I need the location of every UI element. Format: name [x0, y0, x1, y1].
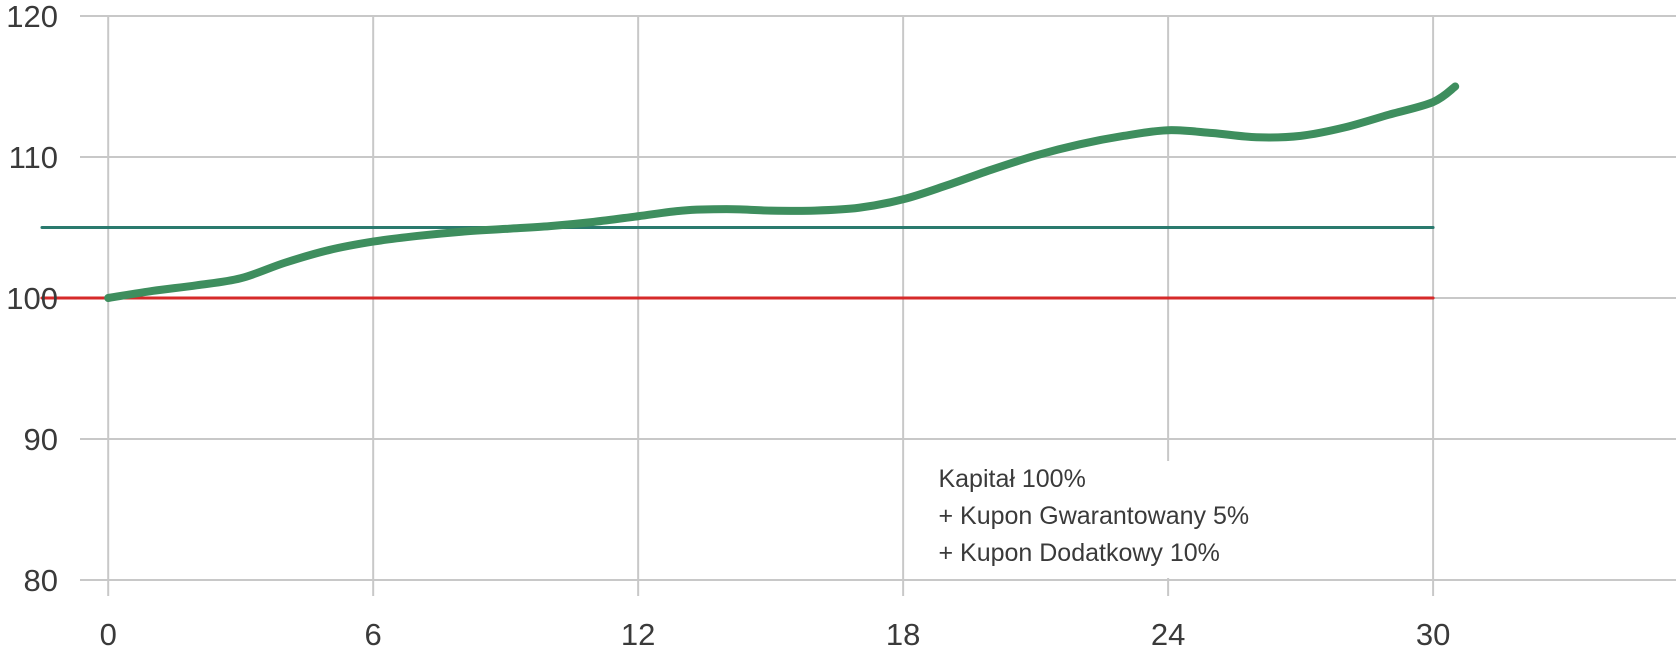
x-tick-label: 12	[621, 617, 655, 652]
x-tick-label: 18	[886, 617, 920, 652]
annotation-background	[924, 461, 1264, 578]
x-tick-label: 30	[1416, 617, 1450, 652]
annotation: Kapitał 100% + Kupon Gwarantowany 5% + Kup…	[924, 461, 1264, 578]
x-tick-label: 24	[1151, 617, 1185, 652]
annotation-line: + Kupon Gwarantowany 5%	[938, 502, 1249, 530]
x-axis: 0 6 12 18 24 30	[100, 617, 1451, 652]
series-group	[40, 82, 1460, 302]
y-tick-label: 80	[24, 563, 58, 598]
annotation-line: + Kupon Dodatkowy 10%	[938, 539, 1219, 567]
x-tick-label: 6	[365, 617, 382, 652]
annotation-line: Kapitał 100%	[938, 465, 1085, 493]
x-tick-label: 0	[100, 617, 117, 652]
y-tick-label: 110	[9, 140, 58, 175]
series-line-main	[104, 82, 1460, 302]
y-tick-label: 100	[6, 281, 58, 316]
y-axis: 80 90 100 110 120	[6, 0, 58, 598]
y-tick-label: 120	[6, 0, 58, 34]
y-tick-label: 90	[24, 422, 58, 457]
